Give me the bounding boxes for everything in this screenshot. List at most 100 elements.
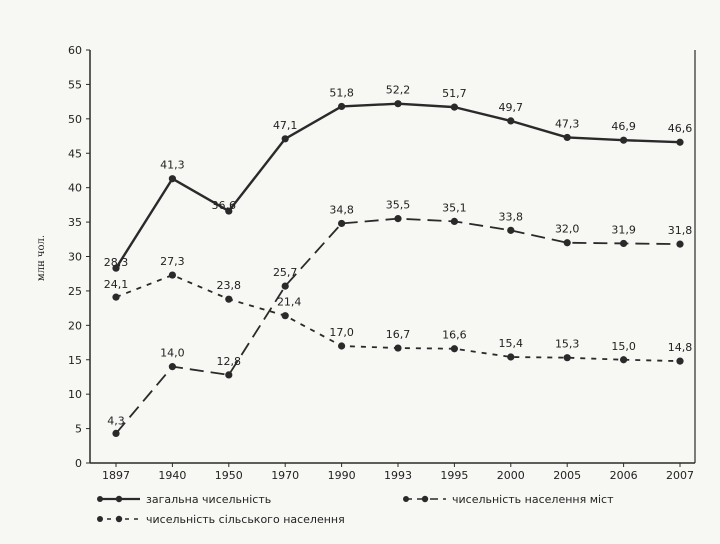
data-label: 4,3 (107, 414, 125, 427)
data-point (394, 215, 402, 223)
data-point (168, 175, 176, 183)
data-point (281, 282, 289, 290)
legend-marker (97, 516, 103, 522)
x-tick-label: 2006 (610, 469, 638, 482)
data-point (507, 226, 515, 234)
data-point (225, 295, 233, 303)
data-label: 16,7 (386, 328, 411, 341)
data-point (168, 363, 176, 371)
data-label: 16,6 (442, 329, 467, 342)
data-point (450, 103, 458, 111)
data-label: 14,0 (160, 347, 185, 360)
data-label: 23,8 (217, 279, 242, 292)
legend-label: чисельність населення міст (452, 493, 614, 506)
data-label: 25,7 (273, 266, 298, 279)
data-label: 35,1 (442, 201, 467, 214)
y-tick-label: 15 (68, 354, 82, 367)
y-tick-label: 10 (68, 388, 82, 401)
x-tick-label: 2000 (497, 469, 525, 482)
x-tick-label: 1995 (440, 469, 468, 482)
chart-marks (112, 100, 684, 438)
data-label: 32,0 (555, 223, 580, 236)
legend-marker (403, 496, 409, 502)
legend: загальна чисельність чисельність населенн… (97, 493, 614, 526)
y-tick-label: 20 (68, 319, 82, 332)
data-label: 35,5 (386, 199, 411, 212)
data-point (563, 354, 571, 362)
data-label: 12,8 (217, 355, 242, 368)
data-point (225, 207, 233, 215)
y-tick-label: 5 (75, 423, 82, 436)
data-label: 49,7 (499, 101, 524, 114)
data-point (507, 353, 515, 361)
data-point (450, 345, 458, 353)
data-point (281, 135, 289, 143)
data-point (563, 133, 571, 142)
x-tick-label: 1993 (384, 469, 412, 482)
data-label: 14,8 (668, 341, 693, 354)
data-label: 33,8 (499, 210, 524, 223)
y-tick-label: 50 (68, 113, 82, 126)
y-tick-label: 0 (75, 457, 82, 470)
data-label: 27,3 (160, 255, 185, 268)
data-point (112, 429, 120, 438)
y-tick-label: 45 (68, 147, 82, 160)
data-label: 52,2 (386, 84, 411, 97)
x-tick-label: 2007 (666, 469, 694, 482)
data-point (394, 344, 402, 352)
y-tick-label: 55 (68, 78, 82, 91)
data-label: 21,4 (277, 296, 302, 309)
data-point (338, 342, 346, 350)
y-tick-label: 60 (68, 44, 82, 57)
data-label: 31,9 (611, 223, 636, 236)
x-tick-label: 1897 (102, 469, 130, 482)
data-label: 47,1 (273, 119, 298, 132)
data-label: 46,9 (611, 120, 636, 133)
legend-marker (421, 495, 429, 503)
data-label: 47,3 (555, 117, 580, 130)
data-point (676, 138, 684, 146)
data-label: 51,8 (329, 86, 354, 99)
data-label: 15,3 (555, 338, 580, 351)
y-tick-label: 35 (68, 216, 82, 229)
data-label: 36,6 (212, 199, 237, 212)
y-axis-title: млн чол. (36, 235, 47, 281)
series-line-2 (115, 217, 681, 434)
data-point (620, 356, 628, 364)
legend-marker (115, 515, 123, 523)
data-point (450, 217, 458, 225)
x-tick-label: 1990 (328, 469, 356, 482)
data-label: 34,8 (329, 203, 354, 216)
data-point (338, 102, 346, 111)
data-label: 31,8 (668, 224, 693, 237)
legend-marker (115, 495, 123, 503)
x-tick-label: 1970 (271, 469, 299, 482)
x-tick-label: 2005 (553, 469, 581, 482)
data-point (676, 240, 684, 248)
axes: 0 5 10 15 20 25 30 35 40 45 50 55 60 1897 1940 1950 1970… (36, 44, 696, 482)
x-tick-label: 1950 (215, 469, 243, 482)
y-tick-label: 25 (68, 285, 82, 298)
legend-label: чисельність сільського населення (146, 513, 345, 526)
data-point (112, 293, 120, 301)
data-point (112, 264, 120, 272)
x-tick-label: 1940 (158, 469, 186, 482)
data-label: 15,4 (499, 337, 524, 350)
legend-marker (97, 496, 103, 502)
data-point (281, 312, 289, 320)
data-point (620, 239, 628, 248)
data-label: 24,1 (104, 278, 129, 291)
legend-label: загальна чисельність (146, 493, 271, 506)
data-labels: 28,3 41,3 36,6 47,1 51,8 52,2 51,7 49,7 47,3 46,9… (104, 84, 693, 428)
data-label: 17,0 (329, 326, 354, 339)
data-label: 51,7 (442, 87, 467, 100)
data-point (507, 117, 515, 125)
data-point (620, 136, 628, 144)
data-point (168, 271, 176, 279)
data-point (394, 100, 402, 108)
data-point (338, 219, 346, 228)
y-tick-label: 40 (68, 182, 82, 195)
y-tick-label: 30 (68, 251, 82, 264)
